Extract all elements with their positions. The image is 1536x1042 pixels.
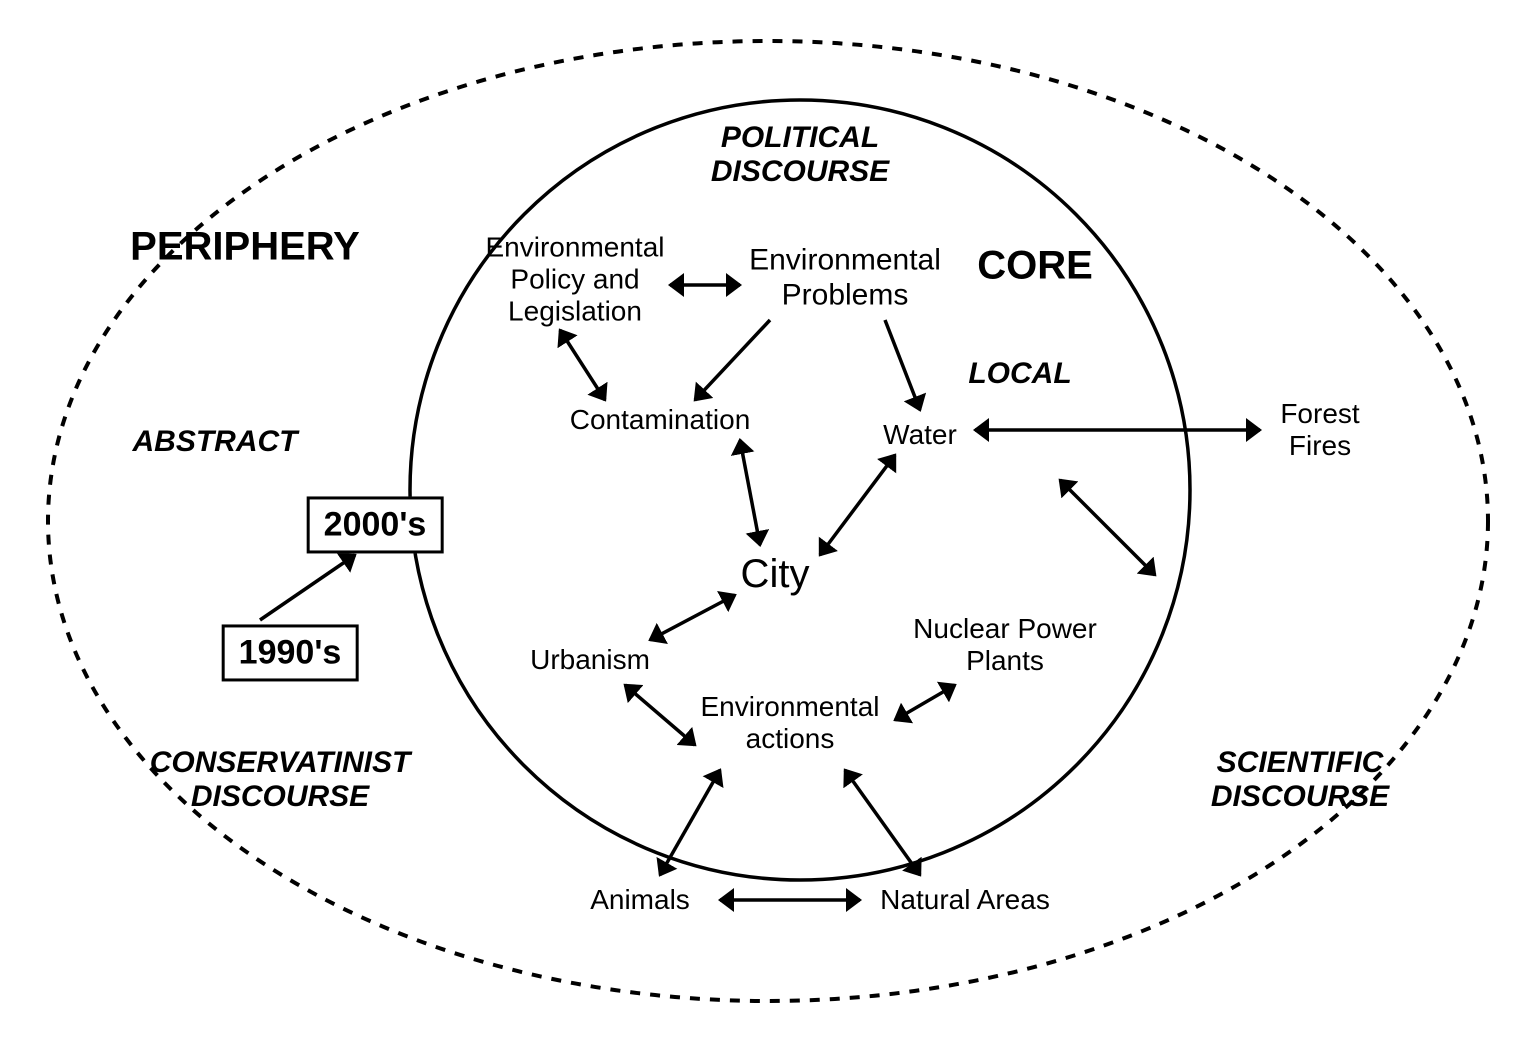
node-envproblems: Environmental Problems [749, 244, 941, 313]
node-urbanism: Urbanism [530, 644, 650, 676]
edge-envactions-nuclear [895, 685, 955, 720]
label-local: LOCAL [968, 357, 1071, 391]
node-city: City [741, 551, 810, 597]
decade-box2000s: 2000's [307, 496, 444, 553]
label-conservatinist: CONSERVATINIST DISCOURSE [150, 746, 411, 814]
node-nuclear: Nuclear Power Plants [913, 613, 1097, 677]
edge-contamination-city [740, 440, 760, 545]
node-envactions: Environmental actions [701, 691, 880, 755]
node-envpolicy: Environmental Policy and Legislation [486, 232, 665, 329]
label-core: CORE [977, 244, 1093, 289]
node-water: Water [883, 419, 957, 451]
node-animals: Animals [590, 884, 690, 916]
edge-water-nuclear [1060, 480, 1155, 575]
diagram-stage: PERIPHERY CORE POLITICAL DISCOURSE ABSTRACT… [0, 0, 1536, 1042]
edge-city-urbanism [650, 595, 735, 640]
node-contamination: Contamination [570, 404, 751, 436]
edge-contamination-envpolicy [560, 330, 605, 400]
label-political: POLITICAL DISCOURSE [711, 121, 889, 189]
edge-water-city [820, 455, 895, 555]
edge-envactions-animals [660, 770, 720, 875]
edge-urbanism-envactions [625, 685, 695, 745]
label-periphery: PERIPHERY [130, 225, 360, 270]
edge-envproblems-water [885, 320, 920, 410]
node-forestfires: Forest Fires [1280, 398, 1359, 462]
label-scientific: SCIENTIFIC DISCOURSE [1211, 746, 1389, 814]
label-abstract: ABSTRACT [133, 425, 298, 459]
edge-envactions-naturalareas [845, 770, 920, 875]
node-naturalareas: Natural Areas [880, 884, 1050, 916]
decade-box1990s: 1990's [222, 624, 359, 681]
edge-envproblems-contamination [695, 320, 770, 400]
edge-box1990s-box2000s [260, 555, 355, 620]
